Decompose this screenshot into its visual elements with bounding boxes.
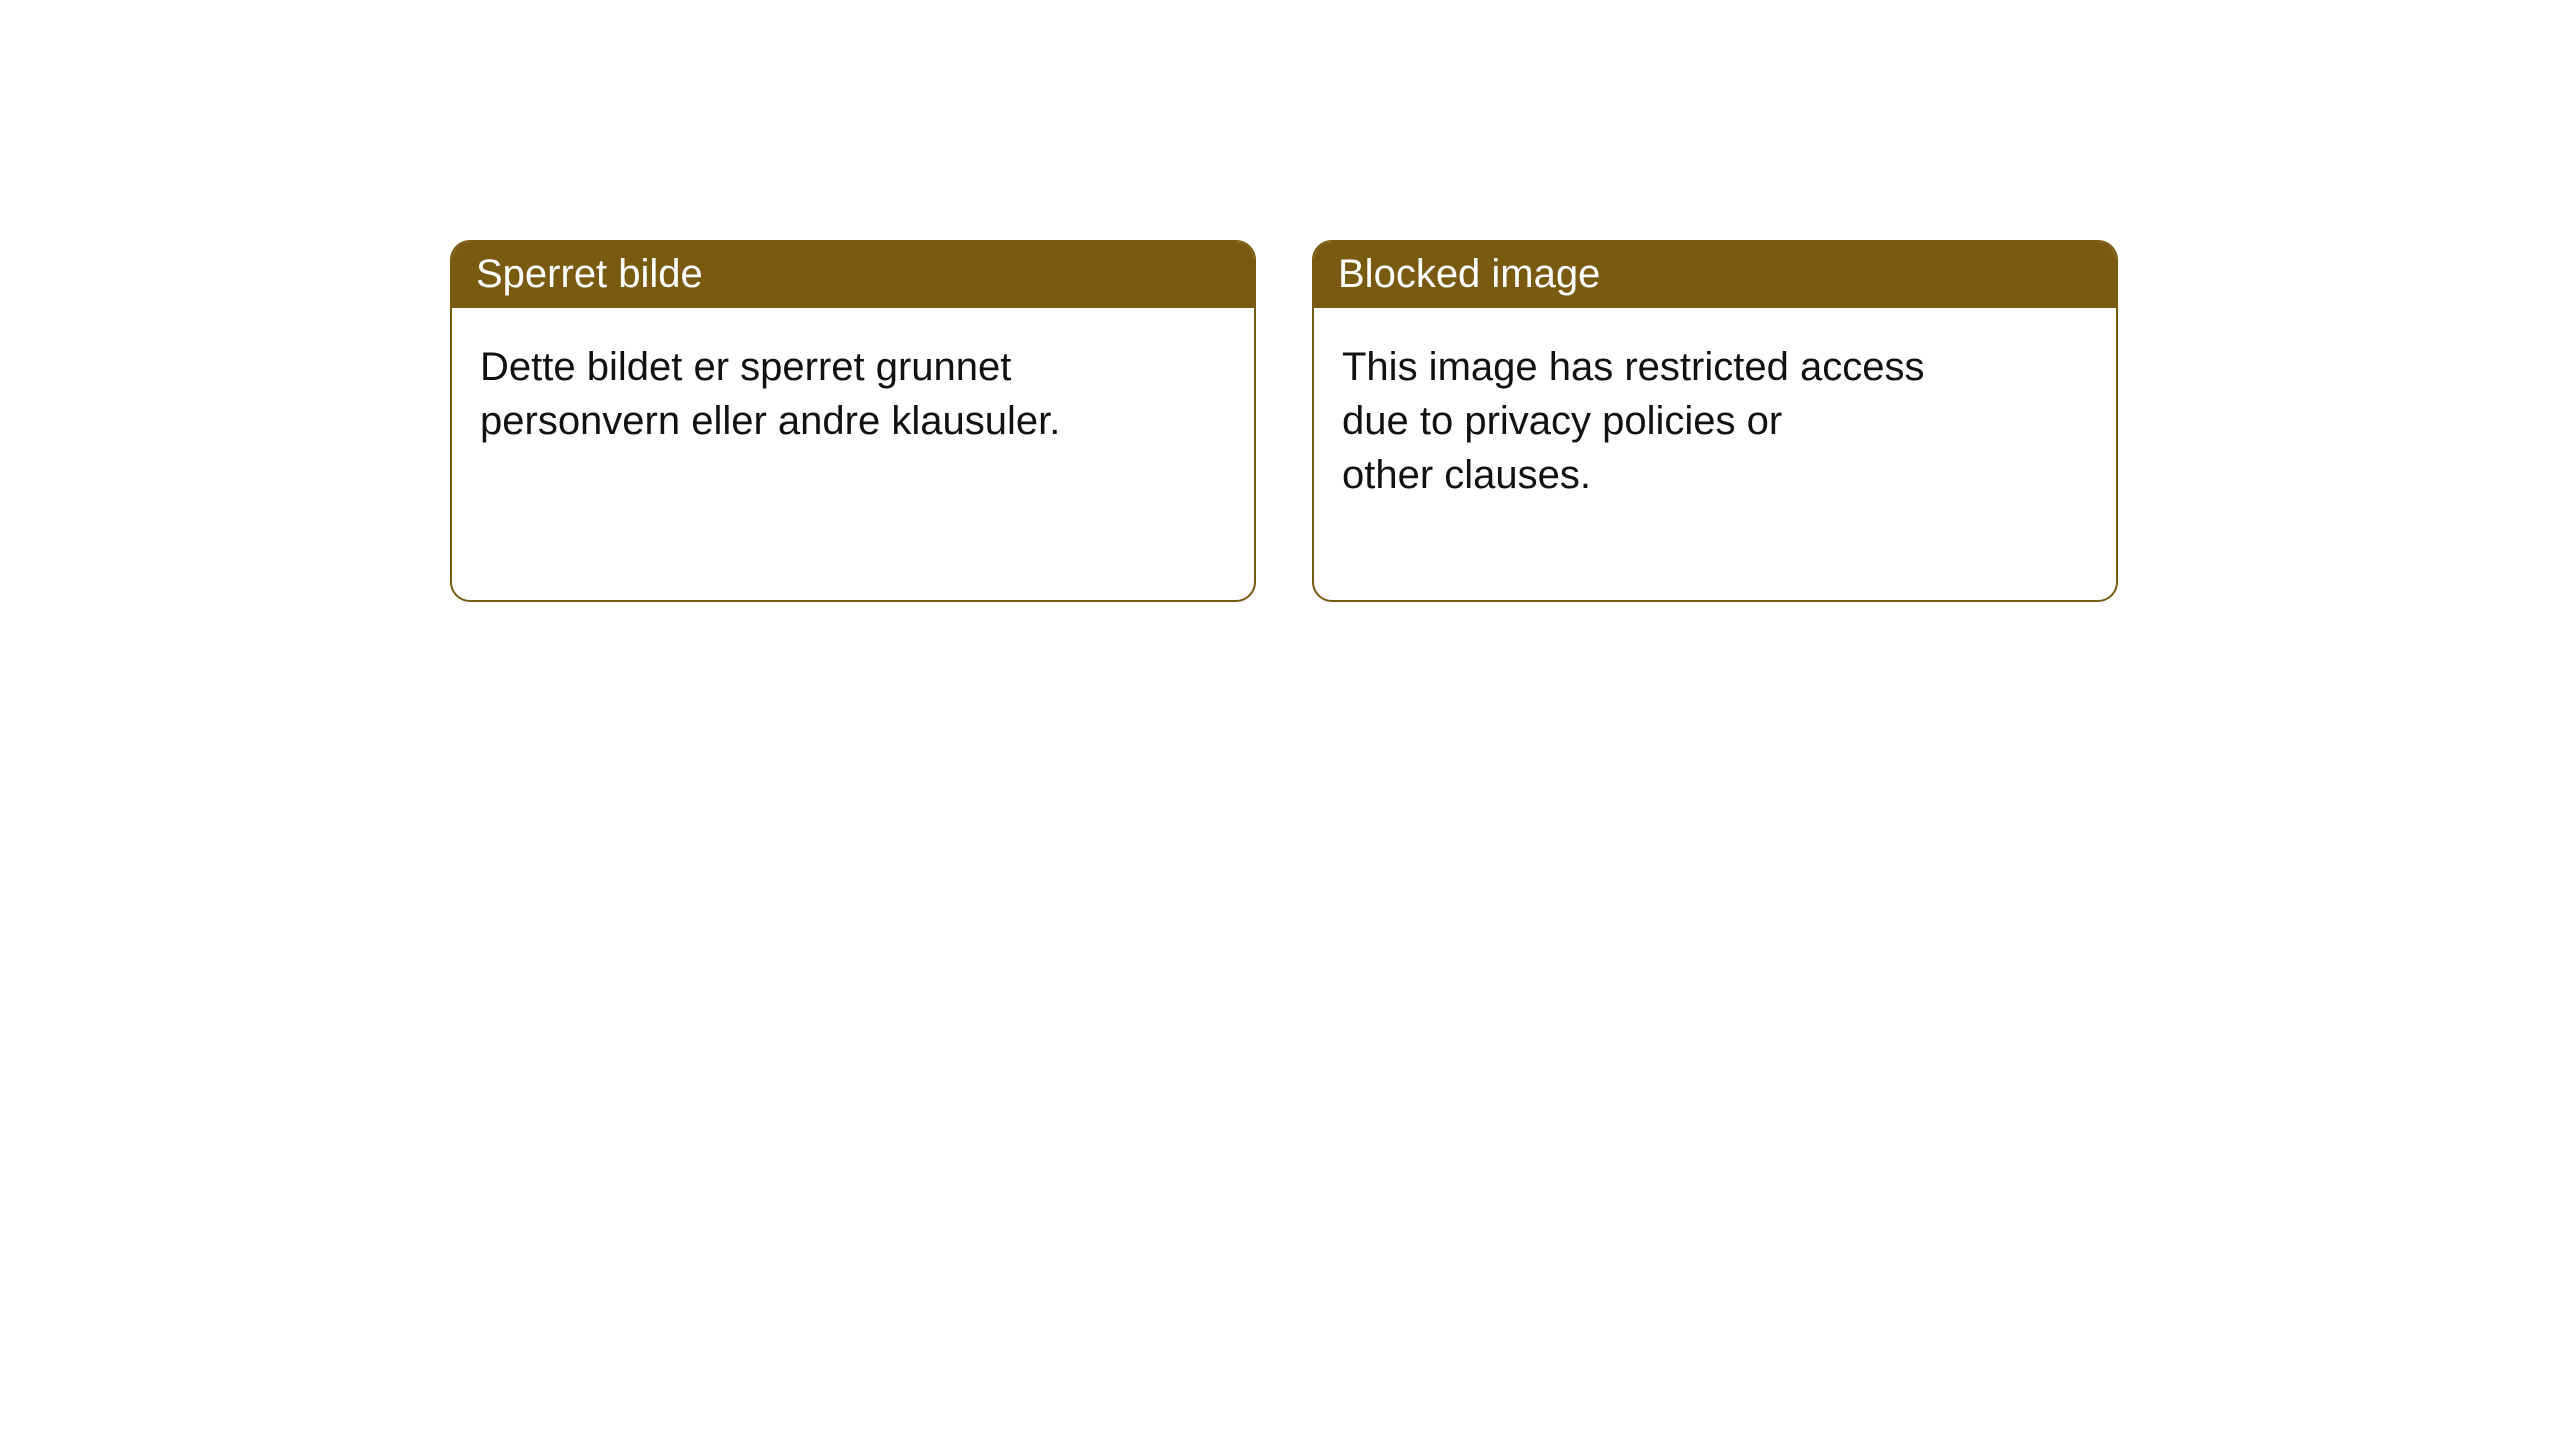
notice-card-norwegian: Sperret bilde Dette bildet er sperret gr… bbox=[450, 240, 1256, 602]
notice-body: Dette bildet er sperret grunnet personve… bbox=[452, 308, 1254, 600]
notice-title: Blocked image bbox=[1314, 242, 2116, 308]
notice-body: This image has restricted access due to … bbox=[1314, 308, 2116, 600]
notice-title: Sperret bilde bbox=[452, 242, 1254, 308]
notice-card-english: Blocked image This image has restricted … bbox=[1312, 240, 2118, 602]
notice-container: Sperret bilde Dette bildet er sperret gr… bbox=[0, 0, 2560, 602]
